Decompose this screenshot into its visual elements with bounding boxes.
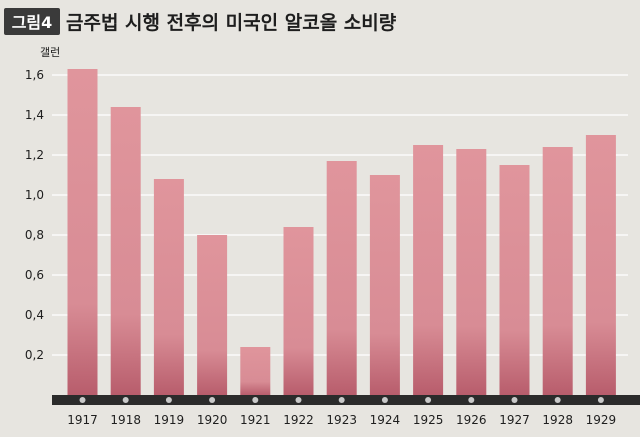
x-axis-ticks: 1917 1918 1919 1920 1921 1922 1923 1924 1925 1926… [67,413,616,427]
y-tick-label: 0,8 [25,228,44,242]
x-axis-strip [52,395,640,405]
figure-label: 그림4 [12,13,53,32]
x-axis-marker [295,397,302,403]
x-axis-markers [79,397,604,403]
y-tick-label: 0,6 [25,268,44,282]
x-tick-label: 1921 [240,413,271,427]
x-axis-marker [79,397,86,403]
bar [585,135,616,395]
x-axis-marker [338,397,345,403]
y-axis-ticks: 0,2 0,4 0,6 0,8 1,0 1,2 1,4 1,6 [25,68,44,362]
x-tick-label: 1920 [197,413,228,427]
x-tick-label: 1926 [456,413,487,427]
x-axis-marker [122,397,129,403]
bar [240,347,271,395]
x-tick-label: 1923 [326,413,357,427]
x-tick-label: 1922 [283,413,314,427]
bar [67,69,98,395]
bar [499,165,530,395]
figure-label-box [4,8,60,35]
x-axis-marker [381,397,388,403]
bar [326,161,357,395]
x-tick-label: 1929 [586,413,617,427]
y-tick-label: 0,4 [25,308,44,322]
x-tick-label: 1924 [370,413,401,427]
x-tick-label: 1928 [542,413,573,427]
x-axis-marker [597,397,604,403]
x-tick-label: 1918 [110,413,141,427]
x-axis-marker [554,397,561,403]
y-tick-label: 1,6 [25,68,44,82]
x-tick-label: 1927 [499,413,530,427]
bar [283,227,314,395]
x-tick-label: 1919 [154,413,185,427]
y-tick-label: 1,2 [25,148,44,162]
x-axis-marker [252,397,259,403]
y-tick-label: 1,4 [25,108,44,122]
x-axis-marker [165,397,172,403]
bar [413,145,444,395]
bar [369,175,400,395]
bar [197,235,228,395]
y-tick-label: 0,2 [25,348,44,362]
y-tick-label: 1,0 [25,188,44,202]
x-tick-label: 1917 [67,413,98,427]
x-tick-label: 1925 [413,413,444,427]
bar [456,149,487,395]
bar [153,179,184,395]
x-axis-marker [468,397,475,403]
chart-title: 금주법 시행 전후의 미국인 알코올 소비량 [66,12,397,34]
x-axis-marker [425,397,432,403]
x-axis-marker [511,397,518,403]
bars [67,69,616,395]
bar [110,107,141,395]
bar [542,147,573,395]
y-axis-label: 갤런 [40,46,60,59]
x-axis-marker [209,397,216,403]
